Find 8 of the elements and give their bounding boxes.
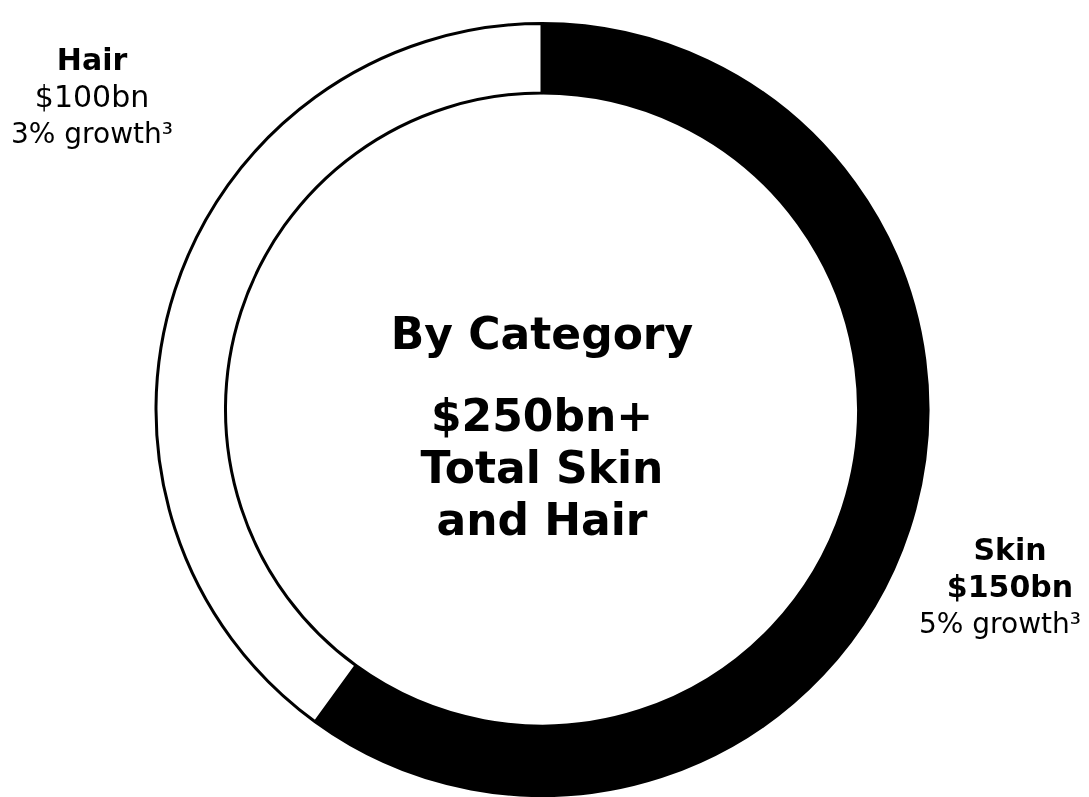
slice-label: Skin	[973, 531, 1047, 567]
text: $250bn+ Total Skin and Hair	[420, 390, 664, 546]
data-label: $150bn	[946, 568, 1074, 604]
data-label: $100bn	[34, 78, 150, 114]
text: 5% growth³	[919, 607, 1081, 641]
text: By Category	[390, 308, 694, 360]
slice-label: Hair	[56, 41, 128, 77]
text: 3% growth³	[11, 117, 173, 151]
